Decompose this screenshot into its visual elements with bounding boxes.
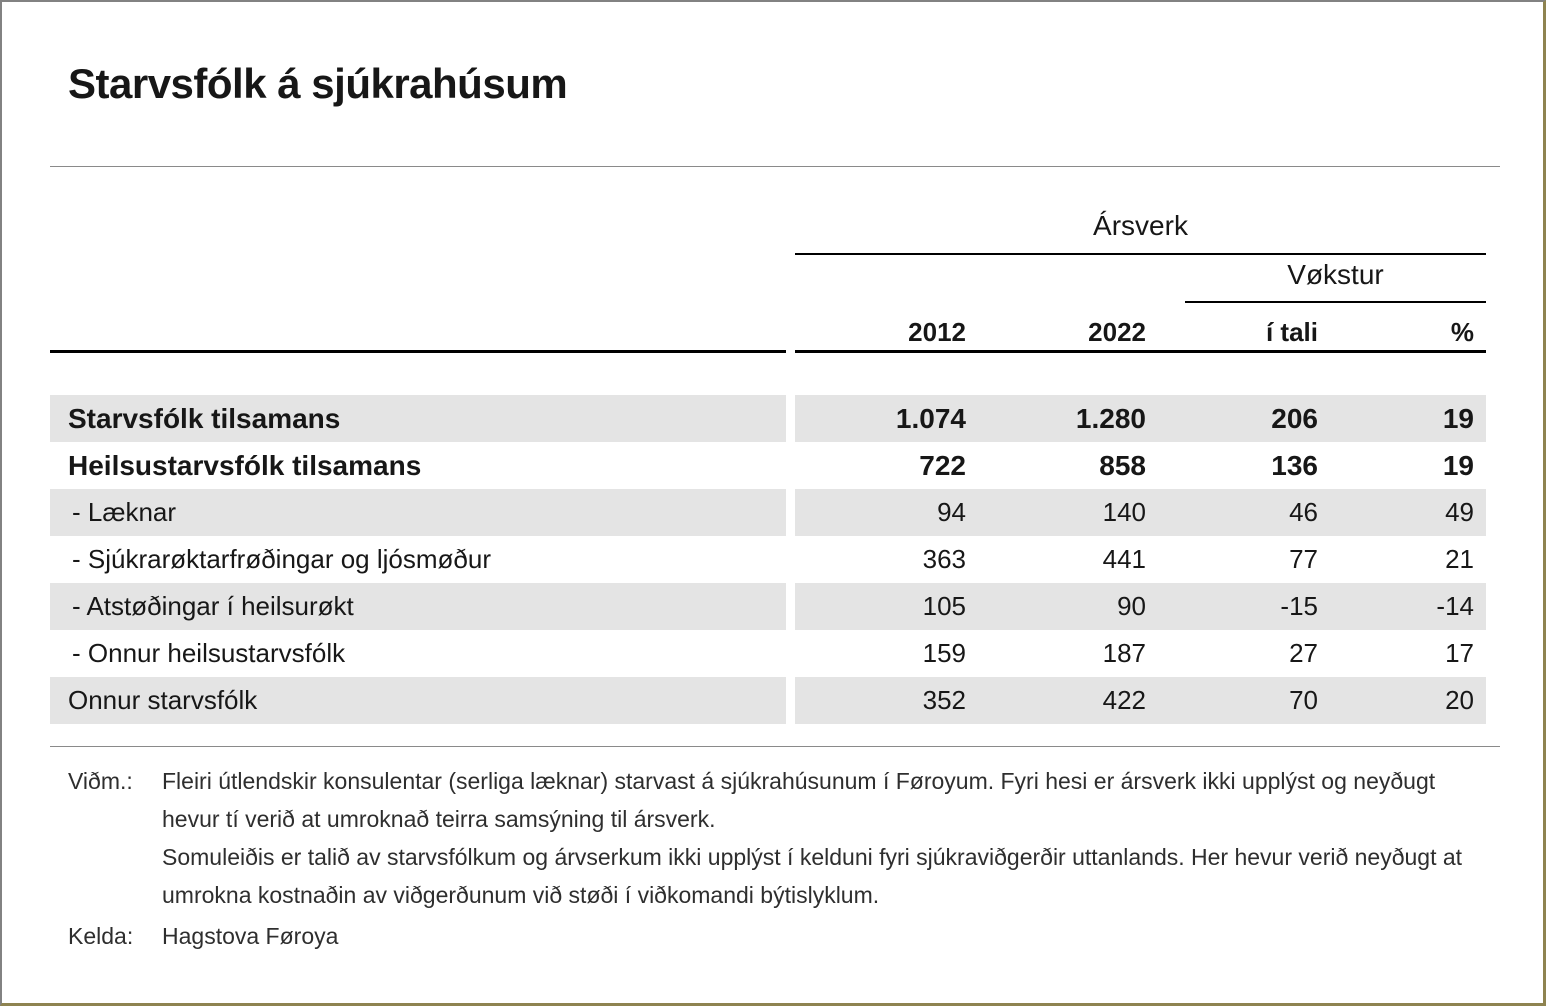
source-name: Hagstova Føroya xyxy=(162,923,339,949)
row-label: - Sjúkrarøktarfrøðingar og ljósmøður xyxy=(72,544,491,574)
title-divider xyxy=(50,166,1500,167)
footnote-paragraph: Fleiri útlendskir konsulentar (serliga l… xyxy=(162,768,1436,832)
cell-2022: 140 xyxy=(1102,497,1146,527)
row-label: - Onnur heilsustarvsfólk xyxy=(72,638,346,668)
cell-itali: 27 xyxy=(1289,638,1318,668)
cell-2022: 441 xyxy=(1102,544,1146,574)
footnote-paragraph: Somuleiðis er talið av starvsfólkum og á… xyxy=(162,844,1463,908)
row-label: Onnur starvsfólk xyxy=(50,677,786,724)
footnote-block: Viðm.: Fleiri útlendskir konsulentar (se… xyxy=(68,762,1474,914)
cell-2022: 90 xyxy=(1117,591,1146,621)
cell-2012: 159 xyxy=(922,638,966,668)
table-row: Starvsfólk tilsamans 1.074 1.280 206 19 xyxy=(50,395,1486,442)
cell-itali: 46 xyxy=(1289,497,1318,527)
footnote-label: Viðm.: xyxy=(68,768,133,794)
cell-2012: 105 xyxy=(922,591,966,621)
column-header-2022: 2022 xyxy=(1088,317,1146,347)
cell-pct: 49 xyxy=(1445,497,1474,527)
table-row: Heilsustarvsfólk tilsamans 722 858 136 1… xyxy=(50,442,1486,489)
cell-pct: 20 xyxy=(1445,685,1474,715)
cell-pct: -14 xyxy=(1436,591,1474,621)
column-header-pct: % xyxy=(1450,317,1474,347)
header-rule-data-columns xyxy=(795,350,1486,353)
cell-2012: 722 xyxy=(919,450,966,481)
column-header-row: 2012 2022 í tali % xyxy=(795,302,1486,348)
group-header-vokstur: Vøkstur xyxy=(1185,259,1486,303)
cell-itali: 77 xyxy=(1289,544,1318,574)
table-row: - Læknar 94 140 46 49 xyxy=(50,489,1486,536)
cell-2022: 422 xyxy=(1102,685,1146,715)
cell-2022: 858 xyxy=(1099,450,1146,481)
column-header-itali: í tali xyxy=(1265,317,1318,347)
group-header-arsverk: Ársverk xyxy=(795,210,1486,255)
source-block: Kelda: Hagstova Føroya xyxy=(68,920,338,952)
table-row: - Onnur heilsustarvsfólk 159 187 27 17 xyxy=(50,630,1486,677)
cell-itali: 70 xyxy=(1289,685,1318,715)
cell-2022: 187 xyxy=(1102,638,1146,668)
source-label: Kelda: xyxy=(68,923,134,949)
cell-itali: 136 xyxy=(1271,450,1318,481)
cell-2012: 352 xyxy=(922,685,966,715)
cell-itali: -15 xyxy=(1280,591,1318,621)
row-label: Heilsustarvsfólk tilsamans xyxy=(68,450,422,481)
table-body: Starvsfólk tilsamans 1.074 1.280 206 19 … xyxy=(50,395,1486,724)
cell-itali: 206 xyxy=(1271,403,1318,434)
notes-divider xyxy=(50,746,1500,747)
cell-pct: 19 xyxy=(1442,450,1474,481)
row-label: - Læknar xyxy=(50,489,786,536)
row-label: - Atstøðingar í heilsurøkt xyxy=(50,583,786,630)
row-label: Starvsfólk tilsamans xyxy=(50,395,786,442)
cell-pct: 21 xyxy=(1445,544,1474,574)
cell-pct: 19 xyxy=(1442,403,1474,434)
column-header-2012: 2012 xyxy=(908,317,966,347)
table-row: Onnur starvsfólk 352 422 70 20 xyxy=(50,677,1486,724)
cell-2012: 94 xyxy=(937,497,966,527)
table-row: - Sjúkrarøktarfrøðingar og ljósmøður 363… xyxy=(50,536,1486,583)
page-title: Starvsfólk á sjúkrahúsum xyxy=(68,60,568,107)
cell-pct: 17 xyxy=(1445,638,1474,668)
cell-2022: 1.280 xyxy=(1075,403,1146,434)
cell-2012: 1.074 xyxy=(895,403,966,434)
cell-2012: 363 xyxy=(922,544,966,574)
header-rule-label-column xyxy=(50,350,786,353)
table-row: - Atstøðingar í heilsurøkt 105 90 -15 -1… xyxy=(50,583,1486,630)
